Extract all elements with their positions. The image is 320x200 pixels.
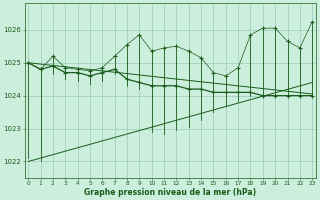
X-axis label: Graphe pression niveau de la mer (hPa): Graphe pression niveau de la mer (hPa) (84, 188, 256, 197)
